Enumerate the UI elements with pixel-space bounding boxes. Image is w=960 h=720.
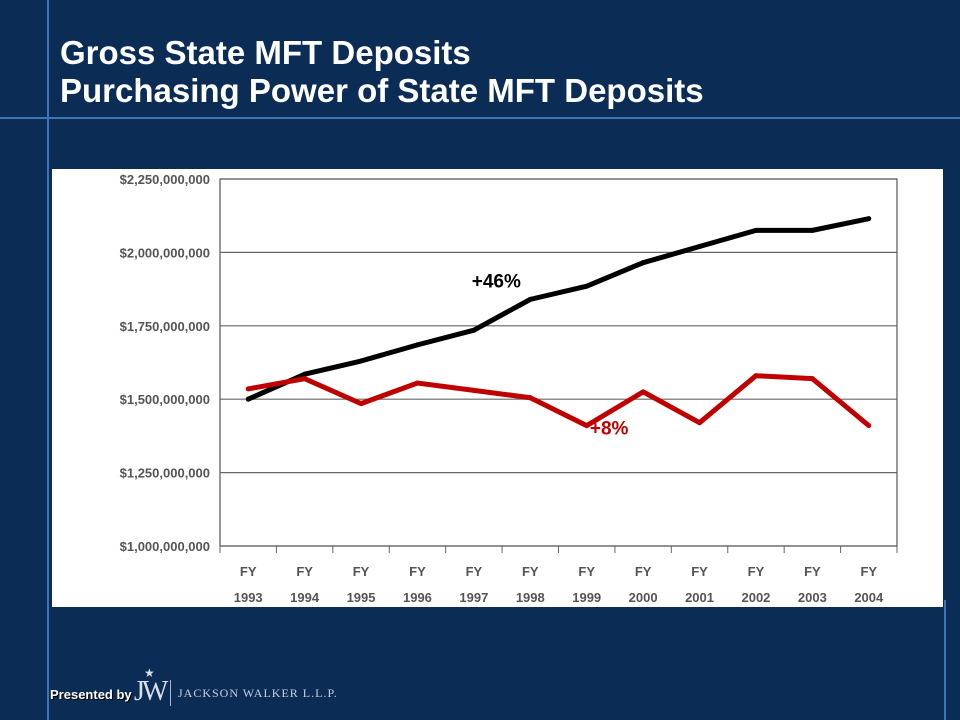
series-1-point — [471, 327, 477, 333]
line-chart: $1,000,000,000 $1,250,000,000 $1,500,000,0… — [120, 172, 898, 605]
series-1-point — [302, 371, 308, 377]
slide-title-line-2: Purchasing Power of State MFT Deposits — [60, 72, 704, 109]
series-1-point — [809, 227, 815, 233]
series-2-point — [640, 389, 646, 395]
x-tick-label: FY — [748, 564, 765, 579]
series-1-point — [697, 244, 703, 250]
horizontal-accent-rule — [0, 117, 960, 119]
x-tick-label: FY — [466, 564, 483, 579]
y-tick-label: $1,750,000,000 — [120, 319, 210, 334]
chart-panel: $1,000,000,000 $1,250,000,000 $1,500,000,0… — [52, 169, 943, 607]
annotation-label: +46% — [472, 272, 521, 293]
slide-title-line-1: Gross State MFT Deposits — [60, 34, 471, 71]
x-tick-label: 1993 — [234, 590, 263, 605]
x-tick-label: FY — [409, 564, 426, 579]
y-tick-label: $1,500,000,000 — [120, 392, 210, 407]
series-1-point — [866, 216, 872, 222]
x-tick-label: FY — [804, 564, 821, 579]
y-tick-label: $1,000,000,000 — [120, 539, 210, 554]
series-2-point — [302, 376, 308, 382]
series-2-point — [414, 380, 420, 386]
vertical-accent-rule — [47, 0, 49, 720]
plot-frame — [219, 178, 898, 547]
x-tick-label: 1994 — [290, 590, 320, 605]
series-2-point — [866, 423, 872, 429]
x-tick-label: FY — [240, 564, 257, 579]
series-2-point — [584, 423, 590, 429]
star-icon: ★ — [144, 666, 155, 680]
x-tick-label: FY — [635, 564, 652, 579]
series-1-point — [584, 283, 590, 289]
x-tick-label: 2004 — [854, 590, 884, 605]
series-1-point — [245, 396, 251, 402]
series-2-point — [527, 395, 533, 401]
x-tick-label: FY — [691, 564, 708, 579]
x-tick-label: 1996 — [403, 590, 432, 605]
x-tick-label: FY — [522, 564, 539, 579]
x-tick-label: 1995 — [347, 590, 376, 605]
logo-divider — [170, 680, 171, 706]
x-tick-label: FY — [578, 564, 595, 579]
series-2-point — [809, 376, 815, 382]
y-tick-label: $1,250,000,000 — [120, 466, 210, 481]
series-1-point — [753, 227, 759, 233]
series-1-point — [640, 260, 646, 266]
slide-title: Gross State MFT Deposits Purchasing Powe… — [60, 34, 704, 110]
x-tick-label: 2003 — [798, 590, 827, 605]
series-2-point — [245, 386, 251, 392]
vertical-accent-rule-right — [944, 600, 946, 720]
x-tick-label: 1998 — [516, 590, 545, 605]
x-tick-label: 2000 — [629, 590, 658, 605]
logo-monogram: JW — [134, 676, 168, 707]
annotation-label: +8% — [590, 418, 629, 439]
x-tick-label: 1999 — [572, 590, 601, 605]
series-1-point — [414, 342, 420, 348]
series-line-1 — [247, 216, 870, 402]
x-tick-label: 2002 — [741, 590, 770, 605]
y-tick-label: $2,000,000,000 — [120, 245, 210, 260]
x-tick-label: FY — [296, 564, 313, 579]
series-2-point — [697, 420, 703, 426]
series-2-point — [753, 373, 759, 379]
series-2-point — [358, 401, 364, 407]
series-2-point — [471, 387, 477, 393]
series-1-point — [358, 358, 364, 364]
series-1-point — [527, 296, 533, 302]
y-tick-label: $2,250,000,000 — [120, 172, 210, 187]
x-tick-label: 1997 — [459, 590, 488, 605]
x-tick-label: 2001 — [685, 590, 714, 605]
series-line-2 — [247, 373, 871, 429]
x-tick-label: FY — [353, 564, 370, 579]
presented-by-label: Presented by — [50, 687, 132, 702]
x-tick-label: FY — [860, 564, 877, 579]
logo-wordmark: JACKSON WALKER L.L.P. — [178, 686, 338, 700]
